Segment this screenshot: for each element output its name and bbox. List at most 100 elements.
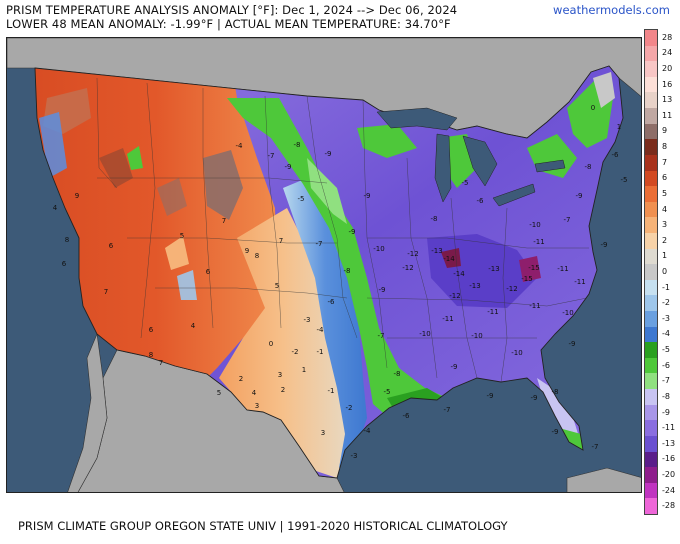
legend-swatch — [645, 154, 657, 171]
legend-label: -20 — [662, 469, 676, 479]
legend-swatch — [645, 186, 657, 203]
anomaly-value-label: 5 — [180, 232, 184, 240]
anomaly-value-label: 6 — [109, 242, 114, 250]
anomaly-value-label: 7 — [279, 237, 283, 245]
anomaly-value-label: -7 — [316, 240, 323, 248]
map-canvas: -14-14-15-15-13-13-13-12-12-12-12-11-11-… — [7, 38, 641, 492]
legend-swatch — [645, 389, 657, 406]
anomaly-value-label: 7 — [104, 288, 108, 296]
anomaly-map: -14 -14 -15 -15 -13 -13 -13 -12 -12 -12 -12 -11 -11-… — [6, 37, 642, 493]
anomaly-value-label: -1 — [328, 387, 335, 395]
legend-swatch — [645, 373, 657, 390]
anomaly-value-label: 9 — [75, 192, 79, 200]
legend-label: 9 — [662, 126, 668, 136]
anomaly-value-label: -4 — [364, 427, 372, 435]
anomaly-value-label: 0 — [591, 104, 595, 112]
anomaly-value-label: -12 — [407, 250, 418, 258]
legend-swatch — [645, 482, 657, 499]
map-footer-credit: PRISM CLIMATE GROUP OREGON STATE UNIV | … — [18, 519, 508, 533]
legend-label: 0 — [662, 267, 668, 276]
map-title-line1: PRISM TEMPERATURE ANALYSIS ANOMALY [°F]:… — [6, 3, 458, 17]
legend-label: -13 — [662, 438, 676, 448]
anomaly-value-label: 3 — [321, 429, 325, 437]
state-boundaries — [96, 77, 589, 383]
anomaly-value-label: 5 — [217, 389, 221, 397]
map-title-line2: LOWER 48 MEAN ANOMALY: -1.99°F | ACTUAL … — [6, 17, 451, 31]
legend-label: -4 — [662, 329, 670, 339]
legend-swatch — [645, 201, 657, 218]
anomaly-value-label: 7 — [222, 217, 226, 225]
anomaly-value-label: -9 — [379, 286, 386, 294]
legend-swatch — [645, 232, 657, 250]
site-watermark[interactable]: weathermodels.com — [553, 3, 670, 17]
anomaly-value-label: 6 — [149, 326, 154, 334]
anomaly-value-label: -8 — [431, 215, 438, 223]
legend-swatch — [645, 295, 657, 312]
anomaly-value-label: -13 — [469, 282, 480, 290]
legend-label: 2 — [662, 235, 668, 245]
anomaly-value-label: 5 — [275, 282, 279, 290]
anomaly-value-label: -3 — [304, 316, 311, 324]
legend-label: -11 — [662, 423, 676, 433]
legend-label: 13 — [662, 95, 673, 105]
anomaly-value-label: -2 — [346, 404, 353, 412]
anomaly-value-label: -8 — [394, 370, 401, 378]
anomaly-value-label: -6 — [477, 197, 485, 205]
anomaly-value-label: -9 — [285, 163, 292, 171]
anomaly-value-label: -5 — [462, 179, 469, 187]
baja-land — [67, 332, 108, 492]
legend-label: 6 — [662, 173, 668, 183]
anomaly-value-label: -14 — [453, 270, 465, 278]
anomaly-value-label: -2 — [292, 348, 299, 356]
anomaly-value-label: 9 — [245, 247, 249, 255]
anomaly-value-label: 7 — [159, 359, 163, 367]
legend-swatch — [645, 108, 657, 125]
legend-swatch — [645, 342, 657, 359]
lake-michigan — [434, 133, 452, 203]
anomaly-value-label: -3 — [351, 452, 358, 460]
anomaly-value-label: -12 — [506, 285, 517, 293]
anomaly-value-label: -5 — [298, 195, 305, 203]
anomaly-value-label: -9 — [601, 241, 608, 249]
legend-label: -24 — [662, 485, 676, 495]
anomaly-value-label: 6 — [206, 268, 211, 276]
legend-label: 3 — [662, 220, 668, 230]
legend-swatch — [645, 170, 657, 187]
legend-swatch — [645, 279, 657, 296]
anomaly-value-label: -15 — [521, 275, 532, 283]
anomaly-value-label: 4 — [252, 389, 257, 397]
legend-label: -8 — [662, 391, 670, 401]
anomaly-value-label: 2 — [239, 375, 243, 383]
anomaly-value-label: -9 — [364, 192, 371, 200]
anomaly-value-label: -11 — [557, 265, 568, 273]
anomaly-value-label: -7 — [378, 332, 385, 340]
anomaly-value-label: -11 — [442, 315, 453, 323]
anomaly-value-label: -10 — [471, 332, 482, 340]
anomaly-value-label: -12 — [402, 264, 413, 272]
anomaly-value-label: -8 — [344, 267, 351, 275]
legend-swatch — [645, 264, 657, 281]
anomaly-value-label: -9 — [531, 394, 538, 402]
lake-superior — [376, 107, 458, 131]
legend-label: 28 — [662, 32, 673, 42]
anomaly-value-label: -10 — [529, 221, 540, 229]
legend-swatch — [645, 451, 657, 468]
anomaly-labels: -14-14-15-15-13-13-13-12-12-12-12-11-11-… — [53, 104, 628, 460]
anomaly-value-label: -11 — [533, 238, 544, 246]
legend-swatch — [645, 435, 657, 453]
legend-label: 7 — [662, 157, 668, 167]
anomaly-value-label: 8 — [255, 252, 259, 260]
anomaly-value-label: 6 — [62, 260, 67, 268]
anomaly-value-label: -13 — [431, 247, 442, 255]
anomaly-value-label: 3 — [255, 402, 259, 410]
legend-swatch — [645, 123, 657, 140]
anomaly-value-label: -11 — [574, 278, 585, 286]
anomaly-value-label: -13 — [488, 265, 499, 273]
legend-swatch — [645, 498, 657, 515]
legend-label: -3 — [662, 313, 670, 323]
legend-swatch — [645, 61, 657, 78]
legend-label: -2 — [662, 298, 670, 308]
legend-swatch — [645, 30, 657, 47]
anomaly-value-label: -5 — [384, 388, 391, 396]
anomaly-value-label: 4 — [191, 322, 196, 330]
